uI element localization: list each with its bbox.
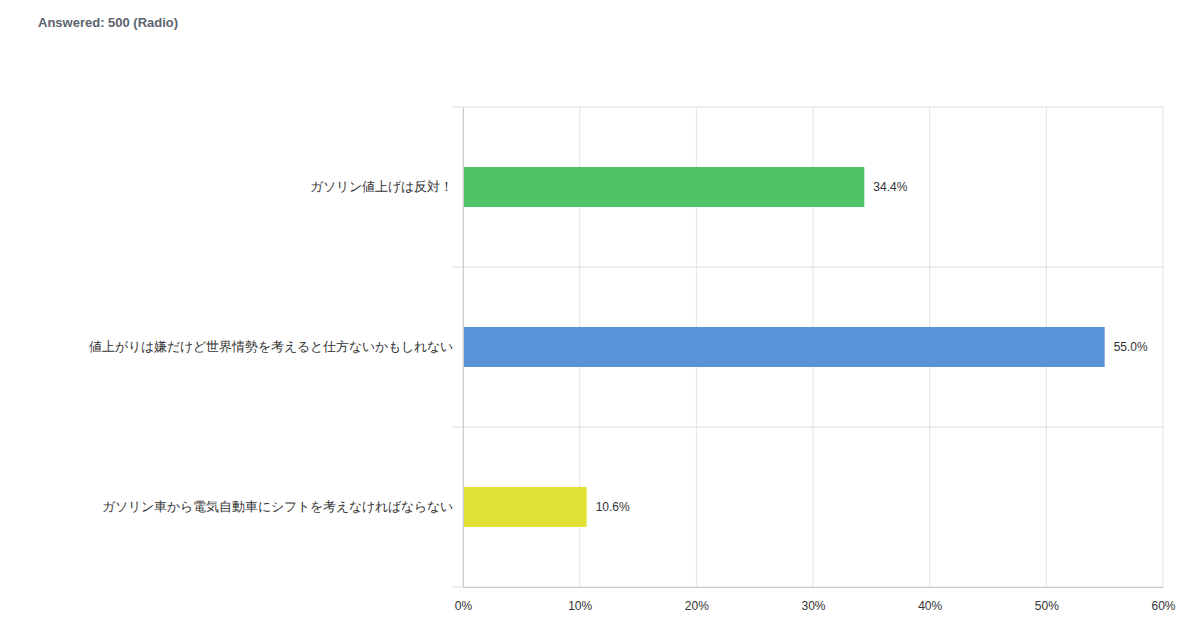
band-separators: [452, 107, 1163, 587]
x-axis-line: [464, 587, 1164, 588]
bar: [463, 327, 1105, 367]
band-separator: [452, 427, 1163, 428]
data-label: 10.6%: [596, 500, 630, 514]
y-tick-label: 値上がりは嫌だけど世界情勢を考えると仕方ないかもしれない: [89, 339, 453, 354]
bars: [463, 167, 1105, 527]
x-tick: 60%: [1151, 587, 1175, 613]
band-separator: [452, 267, 1163, 268]
data-label: 55.0%: [1114, 340, 1148, 354]
x-tick-label: 50%: [1035, 599, 1059, 613]
x-tick-label: 20%: [685, 599, 709, 613]
x-tick-label: 30%: [801, 599, 825, 613]
x-tick-label: 40%: [918, 599, 942, 613]
x-tick: 30%: [801, 587, 825, 613]
band-separator: [452, 107, 1163, 108]
x-tick-label: 10%: [568, 599, 592, 613]
data-labels: 34.4% 55.0% 10.6%: [596, 180, 1148, 514]
x-tick: 40%: [918, 587, 942, 613]
band-separator: [452, 587, 1163, 588]
grid: [463, 107, 1163, 587]
grid-line: [1163, 107, 1164, 587]
y-tick: ガソリン値上げは反対！: [310, 179, 463, 194]
y-tick: 値上がりは嫌だけど世界情勢を考えると仕方ないかもしれない: [89, 339, 463, 354]
x-tick-label: 60%: [1151, 599, 1175, 613]
x-tick: 0%: [455, 587, 473, 613]
x-tick: 20%: [685, 587, 709, 613]
x-axis: 0% 10% 20% 30% 40% 50% 60%: [455, 587, 1176, 613]
x-tick-label: 0%: [455, 599, 473, 613]
y-tick: ガソリン車から電気自動車にシフトを考えなければならない: [102, 499, 463, 514]
chart: Answered: 500 (Radio) 34.4% 55.0% 10.6% 0% 10…: [0, 0, 1200, 642]
grid-line: [463, 107, 464, 587]
bar: [463, 167, 864, 207]
x-tick: 50%: [1035, 587, 1059, 613]
y-axis-line: [463, 108, 464, 588]
x-tick: 10%: [568, 587, 592, 613]
title: Answered: 500 (Radio): [38, 15, 178, 30]
bar: [463, 487, 587, 527]
y-tick-label: ガソリン車から電気自動車にシフトを考えなければならない: [102, 499, 453, 514]
data-label: 34.4%: [873, 180, 907, 194]
y-axis: ガソリン値上げは反対！ 値上がりは嫌だけど世界情勢を考えると仕方ないかもしれないガ…: [89, 108, 464, 588]
y-tick-label: ガソリン値上げは反対！: [310, 179, 453, 194]
